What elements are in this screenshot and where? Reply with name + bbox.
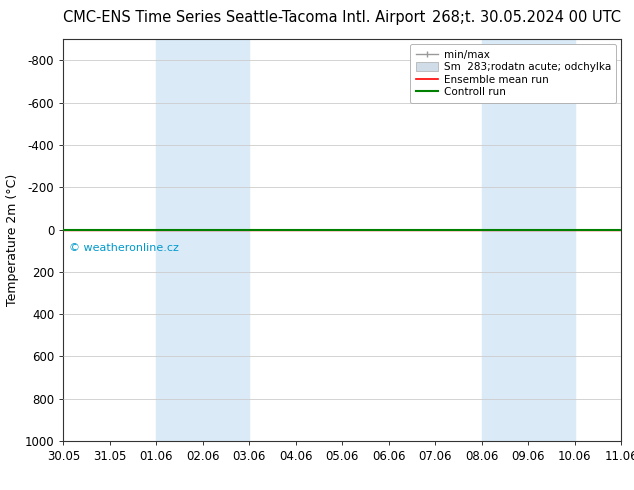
- Bar: [482, 39, 575, 441]
- Text: © weatheronline.cz: © weatheronline.cz: [69, 243, 179, 253]
- Text: 268;t. 30.05.2024 00 UTC: 268;t. 30.05.2024 00 UTC: [432, 10, 621, 24]
- Legend: min/max, Sm  283;rodatn acute; odchylka, Ensemble mean run, Controll run: min/max, Sm 283;rodatn acute; odchylka, …: [410, 45, 616, 102]
- Text: CMC-ENS Time Series Seattle-Tacoma Intl. Airport: CMC-ENS Time Series Seattle-Tacoma Intl.…: [63, 10, 426, 24]
- Y-axis label: Temperature 2m (°C): Temperature 2m (°C): [6, 174, 19, 306]
- Bar: [157, 39, 249, 441]
